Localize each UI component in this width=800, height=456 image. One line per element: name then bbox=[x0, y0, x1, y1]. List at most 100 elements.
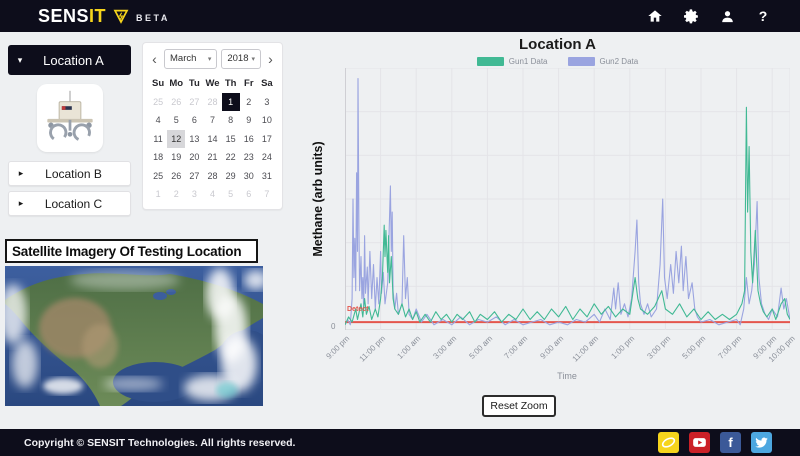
reset-zoom-button[interactable]: Reset Zoom bbox=[482, 395, 556, 417]
location-b-label: Location B bbox=[45, 166, 102, 181]
legend-item-gun1[interactable]: Gun1 Data bbox=[476, 57, 548, 66]
calendar-day[interactable]: 28 bbox=[207, 170, 218, 181]
calendar-day[interactable]: 4 bbox=[209, 189, 215, 200]
sensit-logo-icon[interactable] bbox=[658, 432, 679, 453]
calendar-day[interactable]: 26 bbox=[171, 96, 182, 107]
calendar-day[interactable]: 27 bbox=[189, 96, 200, 107]
calendar-day-header: Fr bbox=[244, 77, 254, 89]
calendar-day[interactable]: 26 bbox=[171, 170, 182, 181]
calendar-day[interactable]: 14 bbox=[207, 133, 218, 144]
x-tick-label: 1:00 pm bbox=[609, 334, 637, 361]
threshold-annotation: Detect bbox=[347, 306, 369, 313]
satellite-section-title: Satellite Imagery Of Testing Location bbox=[5, 239, 258, 263]
beta-badge: BETA bbox=[136, 12, 170, 23]
x-tick-label: 11:00 pm bbox=[357, 334, 387, 364]
x-tick-label: 7:00 pm bbox=[716, 334, 743, 361]
methane-chart-plot[interactable] bbox=[344, 67, 791, 331]
x-tick-label: 3:00 am bbox=[431, 334, 459, 361]
calendar-day[interactable]: 25 bbox=[153, 96, 164, 107]
calendar-day[interactable]: 16 bbox=[243, 133, 254, 144]
calendar-day[interactable]: 7 bbox=[209, 115, 215, 126]
calendar-day[interactable]: 23 bbox=[243, 152, 254, 163]
chart-legend: Gun1 Data Gun2 Data bbox=[420, 57, 695, 66]
sidebar-item-location-a[interactable]: ▾ Location A bbox=[8, 45, 131, 75]
calendar-day[interactable]: 6 bbox=[246, 189, 252, 200]
calendar-day[interactable]: 30 bbox=[243, 170, 254, 181]
x-tick-label: 3:00 pm bbox=[644, 334, 672, 361]
calendar-day-header: Su bbox=[152, 77, 165, 89]
calendar-day-header: Th bbox=[224, 77, 237, 89]
sensit-emblem-icon bbox=[113, 8, 129, 24]
calendar-day-header: Tu bbox=[188, 77, 200, 89]
sensor-device-image bbox=[37, 84, 103, 152]
settings-icon[interactable] bbox=[682, 7, 700, 25]
home-icon[interactable] bbox=[646, 7, 664, 25]
calendar-nav: ‹ March ▾ 2018 ▾ › bbox=[149, 48, 276, 69]
gun2-label: Gun2 Data bbox=[599, 57, 639, 66]
location-a-label: Location A bbox=[43, 52, 104, 68]
sidebar-item-location-b[interactable]: ▸ Location B bbox=[8, 161, 131, 186]
calendar-day[interactable]: 24 bbox=[261, 152, 272, 163]
calendar-day[interactable]: 11 bbox=[153, 133, 163, 144]
calendar-day[interactable]: 3 bbox=[191, 189, 197, 200]
twitter-icon[interactable] bbox=[751, 432, 772, 453]
calendar-grid: Su Mo Tu We Th Fr Sa 25 26 27 28 1 2 3 4 5 6 7 8 9 10 11 12 13 1… bbox=[149, 74, 276, 204]
calendar-day[interactable]: 1 bbox=[221, 92, 240, 111]
y-axis-title: Methane (arb units) bbox=[311, 141, 325, 257]
calendar-day[interactable]: 12 bbox=[167, 129, 186, 148]
calendar-day[interactable]: 31 bbox=[261, 170, 272, 181]
calendar-day[interactable]: 20 bbox=[189, 152, 200, 163]
calendar-day-header: We bbox=[205, 77, 220, 89]
legend-item-gun2[interactable]: Gun2 Data bbox=[567, 57, 639, 66]
youtube-icon[interactable] bbox=[689, 432, 710, 453]
chart-title: Location A bbox=[519, 36, 596, 53]
calendar-day[interactable]: 19 bbox=[171, 152, 182, 163]
footer-bar: Copyright © SENSIT Technologies. All rig… bbox=[0, 429, 800, 456]
calendar-day[interactable]: 27 bbox=[189, 170, 200, 181]
calendar-day[interactable]: 4 bbox=[155, 115, 161, 126]
year-select[interactable]: 2018 ▾ bbox=[221, 48, 261, 69]
social-links: f bbox=[658, 432, 772, 453]
x-tick-label: 9:00 am bbox=[538, 334, 565, 361]
calendar-day[interactable]: 2 bbox=[173, 189, 179, 200]
top-navbar: SENSIT BETA ? bbox=[0, 0, 800, 32]
calendar-day[interactable]: 8 bbox=[228, 115, 234, 126]
calendar-day[interactable]: 6 bbox=[191, 115, 197, 126]
plot-svg bbox=[344, 67, 791, 331]
calendar-day[interactable]: 29 bbox=[225, 170, 236, 181]
dropdown-arrow-icon: ▾ bbox=[251, 55, 255, 63]
calendar-day[interactable]: 9 bbox=[246, 115, 252, 126]
gun2-swatch bbox=[567, 57, 595, 66]
calendar-day[interactable]: 25 bbox=[153, 170, 164, 181]
calendar-day[interactable]: 22 bbox=[225, 152, 236, 163]
x-axis-labels: 9:00 pm 11:00 pm 1:00 am 3:00 am 5:00 am 7:00… bbox=[325, 334, 797, 376]
calendar-day[interactable]: 28 bbox=[207, 96, 218, 107]
calendar-day[interactable]: 5 bbox=[173, 115, 179, 126]
date-picker: ‹ March ▾ 2018 ▾ › Su Mo Tu We Th Fr Sa 25 26 27 2… bbox=[142, 42, 283, 210]
brand-name: SENSIT bbox=[38, 5, 107, 26]
y-axis-zero-tick: 0 bbox=[331, 322, 336, 331]
month-select[interactable]: March ▾ bbox=[164, 48, 218, 69]
facebook-icon[interactable]: f bbox=[720, 432, 741, 453]
calendar-day[interactable]: 1 bbox=[155, 189, 161, 200]
calendar-day[interactable]: 3 bbox=[264, 96, 270, 107]
top-icon-group: ? bbox=[646, 7, 772, 25]
user-icon[interactable] bbox=[718, 7, 736, 25]
calendar-day[interactable]: 13 bbox=[189, 133, 200, 144]
sidebar-item-location-c[interactable]: ▸ Location C bbox=[8, 191, 131, 216]
help-icon[interactable]: ? bbox=[758, 8, 768, 24]
calendar-day[interactable]: 5 bbox=[228, 189, 234, 200]
calendar-day[interactable]: 7 bbox=[264, 189, 270, 200]
calendar-day[interactable]: 21 bbox=[207, 152, 218, 163]
calendar-day[interactable]: 17 bbox=[261, 133, 272, 144]
chevron-right-icon: ▸ bbox=[18, 168, 24, 178]
calendar-day[interactable]: 15 bbox=[225, 133, 236, 144]
x-tick-label: 5:00 am bbox=[466, 334, 494, 361]
chevron-right-icon: ▸ bbox=[18, 198, 24, 208]
calendar-next-icon[interactable]: › bbox=[268, 50, 273, 67]
calendar-prev-icon[interactable]: ‹ bbox=[152, 50, 157, 67]
calendar-day[interactable]: 2 bbox=[246, 96, 252, 107]
calendar-day[interactable]: 10 bbox=[261, 115, 272, 126]
calendar-day-header: Sa bbox=[261, 77, 273, 89]
calendar-day[interactable]: 18 bbox=[153, 152, 164, 163]
